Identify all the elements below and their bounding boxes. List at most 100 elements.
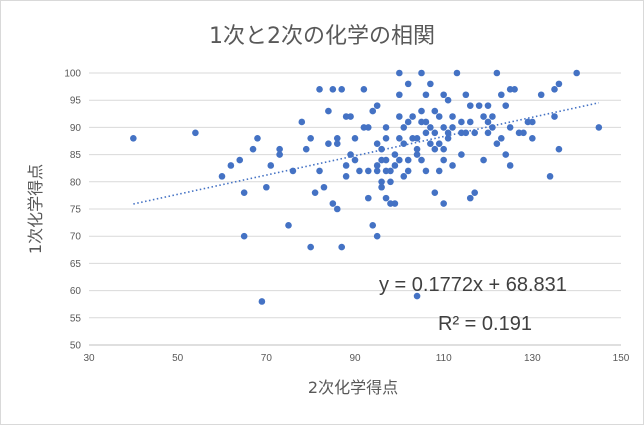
data-point xyxy=(404,167,412,175)
data-point xyxy=(466,194,474,202)
data-point xyxy=(422,167,430,175)
trendline-equation: y = 0.1772x + 68.831 xyxy=(379,274,567,296)
data-point xyxy=(378,183,385,191)
x-tick-label: 30 xyxy=(83,353,95,364)
r-squared-label: R² = 0.191 xyxy=(438,313,532,335)
y-tick-label: 75 xyxy=(70,205,82,216)
data-point xyxy=(298,118,306,126)
data-point xyxy=(555,80,563,88)
data-point xyxy=(333,140,341,148)
data-point xyxy=(404,118,412,126)
data-point xyxy=(449,162,456,169)
data-point xyxy=(444,134,452,142)
x-tick-label: 130 xyxy=(524,353,541,364)
data-point xyxy=(404,80,412,88)
data-point xyxy=(427,80,434,88)
data-point xyxy=(365,167,372,175)
data-point xyxy=(316,86,323,93)
trendline xyxy=(133,102,600,205)
data-point xyxy=(520,129,527,137)
data-point xyxy=(356,167,363,175)
chart-title: 1次と2次の化学の相関 xyxy=(209,24,435,49)
data-point xyxy=(302,145,310,153)
data-point xyxy=(382,194,390,202)
y-tick-label: 85 xyxy=(70,150,82,161)
data-point xyxy=(440,91,447,99)
data-point xyxy=(502,151,510,158)
data-point xyxy=(409,113,416,120)
data-point xyxy=(329,86,337,93)
data-point xyxy=(338,243,346,251)
data-point xyxy=(382,156,390,164)
data-point xyxy=(444,129,452,137)
data-point xyxy=(551,86,558,93)
data-point xyxy=(440,200,447,207)
y-tick-labels: 50 55 60 65 70 75 80 85 90 95 100 xyxy=(64,69,81,352)
x-tick-label: 90 xyxy=(349,353,361,364)
data-point xyxy=(307,243,314,251)
data-point xyxy=(422,91,430,99)
data-point xyxy=(347,113,354,120)
data-point xyxy=(236,156,244,164)
data-point xyxy=(489,124,496,131)
x-tick-labels: 30 50 70 90 110 130 150 xyxy=(83,353,629,364)
data-point xyxy=(529,118,536,126)
data-point xyxy=(431,129,439,137)
data-point xyxy=(458,118,465,126)
data-point xyxy=(462,129,470,137)
data-point xyxy=(276,151,283,158)
data-point xyxy=(506,124,514,131)
data-point xyxy=(435,167,443,175)
data-point xyxy=(480,113,487,120)
x-tick-label: 70 xyxy=(261,353,273,364)
data-point xyxy=(192,129,199,137)
data-point xyxy=(493,69,501,77)
data-point xyxy=(400,124,408,131)
data-point xyxy=(506,162,514,169)
data-point xyxy=(320,183,328,191)
y-tick-label: 95 xyxy=(70,96,82,107)
data-point xyxy=(351,134,359,142)
data-point xyxy=(595,124,603,131)
data-point xyxy=(435,113,443,120)
data-point xyxy=(444,96,452,104)
data-point xyxy=(431,145,439,153)
data-point xyxy=(360,86,368,93)
data-point xyxy=(391,162,399,169)
data-point xyxy=(316,167,323,175)
y-tick-label: 50 xyxy=(70,341,82,352)
data-point xyxy=(449,113,456,120)
data-point xyxy=(471,129,479,137)
data-point xyxy=(365,124,372,131)
data-point xyxy=(396,91,403,99)
y-tick-label: 60 xyxy=(70,286,82,297)
data-point xyxy=(267,162,275,169)
data-point xyxy=(240,189,248,196)
y-tick-label: 55 xyxy=(70,313,82,324)
data-point xyxy=(413,292,421,300)
data-point xyxy=(466,118,474,126)
y-tick-label: 70 xyxy=(70,232,82,243)
data-point xyxy=(378,178,385,186)
data-point xyxy=(258,298,266,305)
data-point xyxy=(218,173,226,180)
data-point xyxy=(369,107,377,115)
data-point xyxy=(254,134,261,142)
data-points xyxy=(130,69,603,305)
data-point xyxy=(480,156,487,164)
data-point xyxy=(422,129,430,137)
data-point xyxy=(329,200,337,207)
data-point xyxy=(537,91,545,99)
data-point xyxy=(276,145,283,153)
x-tick-label: 150 xyxy=(613,353,630,364)
data-point xyxy=(289,167,297,175)
data-point xyxy=(378,145,385,153)
data-point xyxy=(338,86,346,93)
data-point xyxy=(396,156,403,164)
data-point xyxy=(418,69,425,77)
data-point xyxy=(462,91,470,99)
data-point xyxy=(489,113,496,120)
data-point xyxy=(471,189,479,196)
